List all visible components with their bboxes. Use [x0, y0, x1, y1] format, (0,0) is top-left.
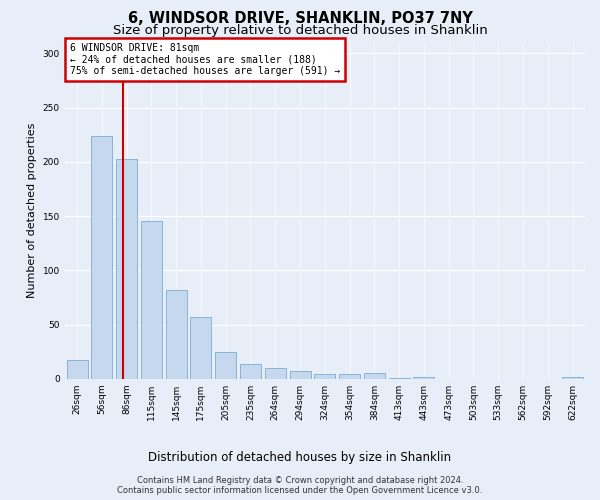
Text: 6 WINDSOR DRIVE: 81sqm
← 24% of detached houses are smaller (188)
75% of semi-de: 6 WINDSOR DRIVE: 81sqm ← 24% of detached…: [70, 42, 340, 76]
Bar: [67, 360, 88, 379]
Bar: [339, 374, 360, 379]
Y-axis label: Number of detached properties: Number of detached properties: [27, 123, 37, 298]
Bar: [190, 317, 211, 379]
Bar: [389, 378, 410, 379]
Bar: [364, 374, 385, 379]
Bar: [116, 158, 137, 379]
Bar: [265, 368, 286, 379]
Bar: [413, 376, 434, 379]
Text: Contains HM Land Registry data © Crown copyright and database right 2024.
Contai: Contains HM Land Registry data © Crown c…: [118, 476, 482, 495]
Text: Distribution of detached houses by size in Shanklin: Distribution of detached houses by size …: [148, 451, 452, 464]
Bar: [166, 290, 187, 379]
Bar: [314, 374, 335, 379]
Bar: [91, 136, 112, 379]
Bar: [562, 376, 583, 379]
Bar: [141, 222, 162, 379]
Bar: [215, 352, 236, 379]
Bar: [240, 364, 261, 379]
Bar: [290, 371, 311, 379]
Text: Size of property relative to detached houses in Shanklin: Size of property relative to detached ho…: [113, 24, 487, 37]
Text: 6, WINDSOR DRIVE, SHANKLIN, PO37 7NY: 6, WINDSOR DRIVE, SHANKLIN, PO37 7NY: [128, 11, 472, 26]
